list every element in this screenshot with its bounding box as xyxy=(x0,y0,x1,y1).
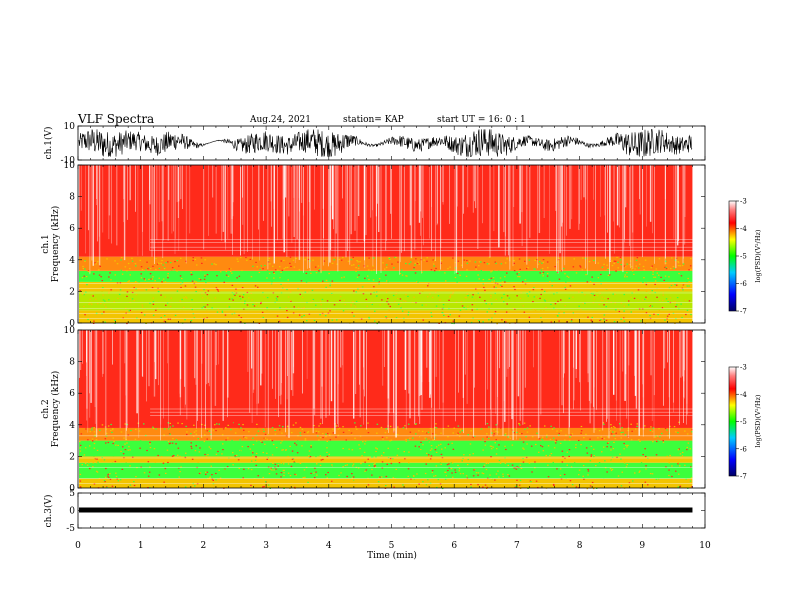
ch1-colorbar-tick-1: -4 xyxy=(740,225,747,233)
ch1-colorbar-label: log(PSD)(V²/Hz) xyxy=(754,229,762,282)
ch2-spectrogram-tick-4: 8 xyxy=(69,358,75,368)
ch1-spectrogram-panel: 0 2 4 6 8 10 xyxy=(64,161,706,329)
ch1-waveform-panel: 10 -10 xyxy=(61,122,706,166)
header-date: Aug.24, 2021 xyxy=(250,115,311,125)
ch2-spectrogram-tick-0: 0 xyxy=(69,484,75,494)
ch2-spectrogram-no-data xyxy=(692,330,705,488)
ch2-colorbar-tick-3: -6 xyxy=(740,445,747,453)
ch1-spectrogram-band-2 xyxy=(79,281,693,292)
time-tick-4: 4 xyxy=(326,541,332,551)
ch2-colorbar-tick-4: -7 xyxy=(740,473,747,481)
ch2-spectrogram-tick-2: 4 xyxy=(69,421,75,431)
time-tick-9: 9 xyxy=(639,541,645,551)
ch1-ylabel: ch.1(V) xyxy=(43,127,54,160)
time-tick-8: 8 xyxy=(577,541,583,551)
time-tick-2: 2 xyxy=(201,541,207,551)
ch2-spectrogram-tone-lines xyxy=(79,408,693,484)
ch3-ylabel: ch.3(V) xyxy=(43,495,54,528)
ch1-spectrogram-no-data xyxy=(692,165,705,323)
ch1-spectrogram-tick-2: 4 xyxy=(69,256,75,266)
ch1-spectrogram-band-4 xyxy=(79,256,693,271)
ch3-waveform-trace xyxy=(79,507,693,513)
ch2-spec-freq-label: Frequency (kHz) xyxy=(50,371,61,448)
ch1-spectrogram-tick-1: 2 xyxy=(69,287,75,297)
ch1-waveform-tick-0: 10 xyxy=(64,122,76,132)
ch1-spectrogram-tick-5: 10 xyxy=(64,161,76,171)
chart-title: VLF Spectra xyxy=(78,112,155,126)
time-tick-1: 1 xyxy=(138,541,144,551)
ch1-spectrogram-tick-0: 0 xyxy=(69,319,75,329)
header-station: station= KAP xyxy=(343,115,404,125)
ch2-spectrogram-panel: 0 2 4 6 8 10 xyxy=(64,326,706,494)
ch1-spectrogram-white-streaks xyxy=(79,165,686,275)
time-tick-7: 7 xyxy=(514,541,520,551)
ch2-spectrogram-speckle xyxy=(79,421,693,490)
ch1-colorbar-tick-0: -3 xyxy=(740,198,747,206)
ch1-spec-freq-label: Frequency (kHz) xyxy=(50,206,61,283)
ch2-spec-ylabel: ch.2 xyxy=(41,399,51,418)
time-tick-10: 10 xyxy=(699,541,711,551)
ch1-spec-ylabel: ch.1 xyxy=(41,234,51,253)
ch2-colorbar-label: log(PSD)(V²/Hz) xyxy=(754,394,762,447)
ch1-waveform-trace xyxy=(78,129,693,158)
ch2-spectrogram-band-3 xyxy=(79,440,693,457)
x-axis-label: Time (min) xyxy=(367,550,417,561)
ch2-colorbar-tick-0: -3 xyxy=(740,364,747,372)
ch1-spectrogram-band-3 xyxy=(79,270,693,282)
ch2-spectrogram-band-5 xyxy=(79,330,693,428)
time-tick-0: 0 xyxy=(75,541,81,551)
ch3-waveform-tick-0: 5 xyxy=(69,489,75,499)
ch2-spectrogram-tick-1: 2 xyxy=(69,452,75,462)
time-axis: 0 1 2 3 4 5 6 7 8 9 10 xyxy=(75,541,711,551)
ch1-spectrogram-band-1 xyxy=(79,291,693,311)
time-tick-3: 3 xyxy=(263,541,269,551)
ch2-colorbar-tick-2: -5 xyxy=(740,418,747,426)
ch2-spectrogram-tick-3: 6 xyxy=(69,389,75,399)
header-start-time: start UT = 16: 0 : 1 xyxy=(437,115,526,125)
ch1-waveform-tick-1: -10 xyxy=(61,156,76,166)
ch2-spectrogram-band-2 xyxy=(79,456,693,463)
ch1-colorbar-tick-2: -5 xyxy=(740,253,747,261)
ch1-colorbar-tick-3: -6 xyxy=(740,280,747,288)
ch2-spectrogram-band-4 xyxy=(79,427,693,441)
ch2-spectrogram-white-streaks xyxy=(79,330,688,441)
ch2-colorbar-tick-1: -4 xyxy=(740,391,747,399)
ch1-spectrogram-tick-3: 6 xyxy=(69,224,75,234)
time-tick-6: 6 xyxy=(451,541,457,551)
time-tick-5: 5 xyxy=(389,541,395,551)
ch3-waveform-tick-1: 0 xyxy=(69,507,75,517)
ch1-spectrogram-tone-lines xyxy=(79,239,693,319)
ch1-colorbar-tick-4: -7 xyxy=(740,308,747,316)
ch2-spectrogram-band-1 xyxy=(79,462,693,479)
colorbar-ticks: -3 -4 -5 -6 -7 -3 -4 -5 -6 -7 xyxy=(736,198,747,481)
ch3-waveform-tick-2: -5 xyxy=(66,524,75,534)
ch1-spectrogram-tick-4: 8 xyxy=(69,193,75,203)
ch2-spectrogram-tick-5: 10 xyxy=(64,326,76,336)
ch3-waveform-panel: 5 0 -5 xyxy=(66,489,706,534)
